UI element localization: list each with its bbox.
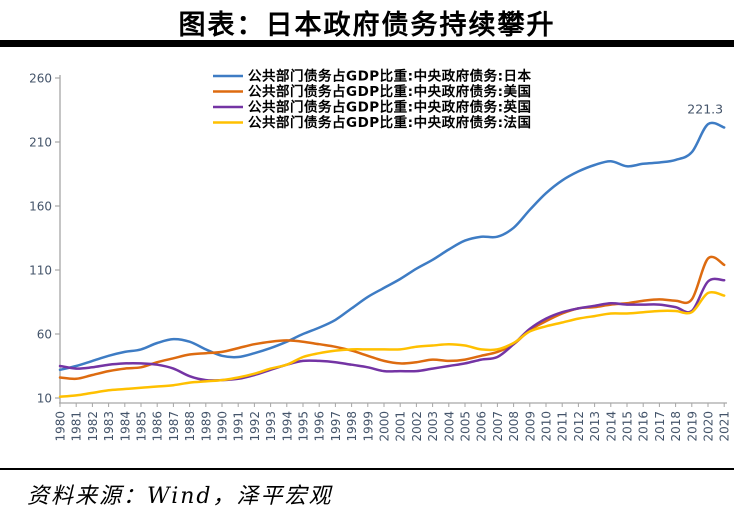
x-tick-label: 1987 <box>167 411 181 442</box>
legend-label-usa: 公共部门债务占GDP比重:中央政府债务:美国 <box>248 83 531 100</box>
y-tick-label: 60 <box>37 328 52 342</box>
x-tick-label: 2002 <box>410 411 424 442</box>
series-line-uk <box>58 277 726 382</box>
x-tick-label: 1990 <box>216 411 230 442</box>
y-tick-label: 10 <box>37 392 52 406</box>
x-tick-label: 2020 <box>702 411 716 442</box>
x-tick-label: 2017 <box>653 411 667 442</box>
x-tick-label: 2012 <box>572 411 586 442</box>
x-tick-label: 1993 <box>264 411 278 442</box>
x-tick-label: 2019 <box>685 411 699 442</box>
title-divider <box>0 40 734 47</box>
legend-item-france: 公共部门债务占GDP比重:中央政府债务:法国 <box>213 114 531 131</box>
legend-label-uk: 公共部门债务占GDP比重:中央政府债务:英国 <box>248 99 531 116</box>
x-tick-label: 2014 <box>604 411 618 442</box>
x-tick-label: 1995 <box>297 411 311 442</box>
x-tick-label: 2009 <box>523 411 537 442</box>
x-tick-label: 1981 <box>70 411 84 442</box>
x-tick-label: 2005 <box>459 411 473 442</box>
x-tick-label: 1996 <box>313 411 327 442</box>
x-tick-label: 1991 <box>232 411 246 442</box>
x-tick-label: 2018 <box>669 411 683 442</box>
x-tick-label: 2013 <box>588 411 602 442</box>
legend: 公共部门债务占GDP比重:中央政府债务:日本公共部门债务占GDP比重:中央政府债… <box>213 68 531 131</box>
series-line-usa <box>58 255 726 381</box>
series-line-france <box>58 290 726 398</box>
x-tick-label: 2015 <box>621 411 635 442</box>
y-tick-label: 210 <box>29 136 52 150</box>
x-tick-label: 1992 <box>248 411 262 442</box>
source-text: 资料来源：Wind，泽平宏观 <box>27 484 333 509</box>
chart-area: 10 60 110 160 210 260 1980 1981 1982 1983 1984 1985… <box>0 55 734 460</box>
x-tick-label: 2008 <box>507 411 521 442</box>
x-tick-label: 1998 <box>345 411 359 442</box>
x-tick-label: 1985 <box>135 411 149 442</box>
y-tick-label: 260 <box>29 72 52 86</box>
y-tick-label: 110 <box>29 264 52 278</box>
x-tick-label: 1982 <box>86 411 100 442</box>
x-tick-label: 2011 <box>556 411 570 442</box>
endpoint-annotation: 221.3 <box>687 102 723 117</box>
line-chart: 10 60 110 160 210 260 1980 1981 1982 1983 1984 1985… <box>29 68 732 442</box>
page-title: 图表：日本政府债务持续攀升 <box>178 10 556 41</box>
x-tick-label: 2010 <box>540 411 554 442</box>
x-tick-label: 1980 <box>54 411 68 442</box>
series-line-japan <box>58 121 726 372</box>
x-tick-label: 2006 <box>475 411 489 442</box>
legend-label-japan: 公共部门债务占GDP比重:中央政府债务:日本 <box>248 68 531 85</box>
x-tick-label: 2000 <box>378 411 392 442</box>
x-tick-label: 2003 <box>426 411 440 442</box>
x-tick-label: 2007 <box>491 411 505 442</box>
legend-item-japan: 公共部门债务占GDP比重:中央政府债务:日本 <box>213 68 531 85</box>
footer-divider <box>0 468 734 470</box>
legend-label-france: 公共部门债务占GDP比重:中央政府债务:法国 <box>248 114 531 131</box>
x-tick-label: 1999 <box>361 411 375 442</box>
x-tick-label: 1997 <box>329 411 343 442</box>
x-tick-label: 1994 <box>280 411 294 442</box>
legend-item-usa: 公共部门债务占GDP比重:中央政府债务:美国 <box>213 83 531 100</box>
x-tick-label: 1983 <box>102 411 116 442</box>
x-tick-label: 2016 <box>637 411 651 442</box>
x-tick-label: 1988 <box>183 411 197 442</box>
x-tick-label: 1989 <box>199 411 213 442</box>
x-tick-label: 2004 <box>442 411 456 442</box>
y-tick-label: 160 <box>29 200 52 214</box>
x-tick-label: 1986 <box>151 411 165 442</box>
legend-item-uk: 公共部门债务占GDP比重:中央政府债务:英国 <box>213 99 531 116</box>
x-tick-label: 2001 <box>394 411 408 442</box>
x-tick-label: 1984 <box>118 411 132 442</box>
x-tick-label: 2021 <box>718 411 732 442</box>
